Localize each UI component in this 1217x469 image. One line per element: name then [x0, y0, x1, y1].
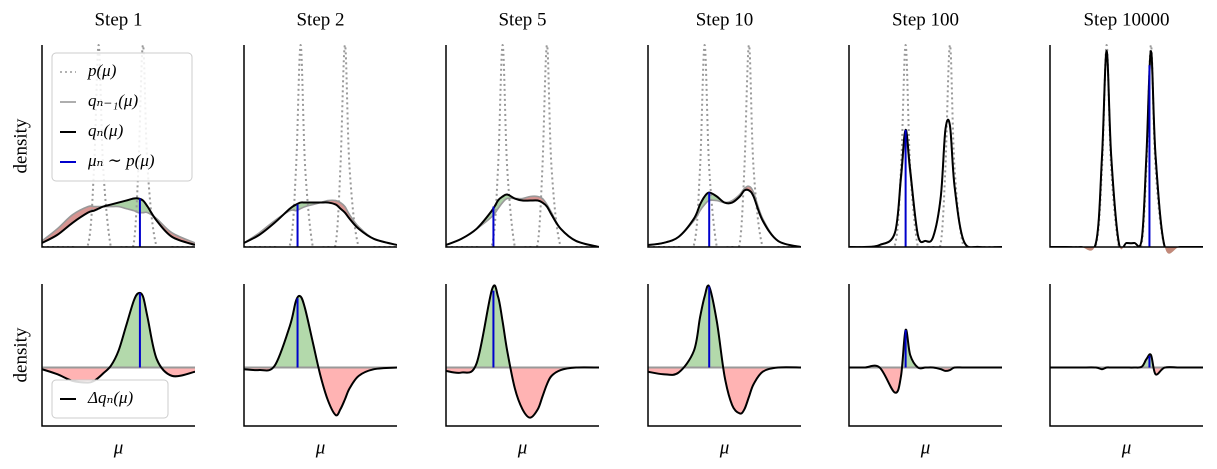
- density-line: [648, 185, 801, 247]
- panel: μ: [445, 284, 599, 458]
- density-line: [244, 43, 397, 247]
- loss-area: [42, 206, 195, 245]
- legend-label: Δqₙ(μ): [87, 388, 134, 407]
- panel: Step 1 density p(μ) qₙ₋₁(μ) qₙ(μ) μₙ ∼ p(μ): [10, 9, 195, 248]
- density-line: [849, 328, 1002, 394]
- panel-title: Step 100: [892, 9, 959, 30]
- gain-area: [446, 285, 599, 368]
- x-axis-label: μ: [113, 437, 124, 458]
- gain-area: [648, 285, 801, 368]
- density-line: [648, 188, 801, 247]
- axis: [243, 284, 397, 427]
- density-line: [849, 118, 1002, 247]
- panel: μ: [243, 284, 397, 458]
- loss-area: [1095, 367, 1165, 375]
- panel: Step 10000: [1049, 9, 1203, 254]
- legend-label: qₙ₋₁(μ): [88, 91, 138, 110]
- gain-area: [1050, 354, 1203, 368]
- loss-area: [446, 196, 599, 247]
- density-line: [244, 294, 397, 417]
- density-line: [849, 119, 1002, 247]
- y-axis-label: density: [10, 118, 31, 173]
- loss-area: [648, 186, 801, 247]
- axis: [243, 45, 397, 248]
- legend: Δqₙ(μ): [51, 379, 169, 419]
- density-line: [446, 284, 599, 419]
- axis: [445, 284, 599, 427]
- density-line: [1050, 50, 1203, 247]
- legend-box: [51, 52, 193, 182]
- panel: Step 100: [848, 9, 1002, 248]
- panel-title: Step 10: [696, 9, 754, 30]
- density-line: [1050, 43, 1203, 247]
- panel: μ: [848, 284, 1002, 458]
- axis: [1049, 284, 1203, 427]
- x-axis-label: μ: [517, 437, 528, 458]
- gain-area: [244, 202, 397, 245]
- gain-area: [849, 329, 1002, 368]
- density-line: [849, 43, 1002, 247]
- loss-area: [879, 367, 955, 393]
- gain-area: [1050, 51, 1203, 254]
- density-line: [1050, 353, 1203, 376]
- x-axis-label: μ: [920, 437, 931, 458]
- axis: [647, 284, 801, 427]
- gain-area: [244, 295, 397, 368]
- panel-title: Step 2: [296, 9, 344, 30]
- density-line: [648, 284, 801, 415]
- legend-box: [51, 379, 169, 419]
- gain-area: [849, 119, 1002, 248]
- panel: Step 5: [445, 9, 599, 248]
- panel-title: Step 1: [94, 9, 142, 30]
- legend-label: μₙ ∼ p(μ): [87, 151, 155, 170]
- density-line: [446, 43, 599, 247]
- gain-area: [446, 194, 599, 247]
- legend: p(μ) qₙ₋₁(μ) qₙ(μ) μₙ ∼ p(μ): [51, 52, 193, 182]
- loss-area: [42, 367, 195, 383]
- axis: [647, 45, 801, 248]
- loss-area: [648, 367, 779, 414]
- panel-title: Step 5: [498, 9, 546, 30]
- panel: Step 2: [243, 9, 397, 248]
- loss-area: [849, 119, 1002, 248]
- y-axis-label: density: [10, 327, 31, 382]
- axis: [41, 284, 195, 427]
- axis: [1049, 45, 1203, 248]
- panel: μ: [647, 284, 801, 458]
- gain-area: [648, 189, 801, 247]
- density-line: [1050, 50, 1203, 247]
- loss-area: [446, 367, 577, 418]
- x-axis-label: μ: [719, 437, 730, 458]
- density-line: [648, 43, 801, 247]
- axis: [445, 45, 599, 248]
- legend-label: p(μ): [87, 61, 117, 80]
- density-line: [446, 193, 599, 247]
- panel-title: Step 10000: [1083, 9, 1169, 30]
- density-line: [244, 201, 397, 246]
- panel: Step 10: [647, 9, 801, 248]
- axis: [848, 284, 1002, 427]
- density-line: [42, 197, 195, 246]
- density-line: [446, 195, 599, 247]
- x-axis-label: μ: [315, 437, 326, 458]
- axis: [41, 45, 195, 248]
- loss-area: [244, 367, 397, 416]
- panel: μ density Δqₙ(μ): [10, 284, 195, 458]
- axis: [848, 45, 1002, 248]
- density-line: [42, 205, 195, 244]
- x-axis-label: μ: [1121, 437, 1132, 458]
- loss-area: [1050, 51, 1203, 254]
- panel: μ: [1049, 284, 1203, 458]
- legend-label: qₙ(μ): [88, 121, 124, 140]
